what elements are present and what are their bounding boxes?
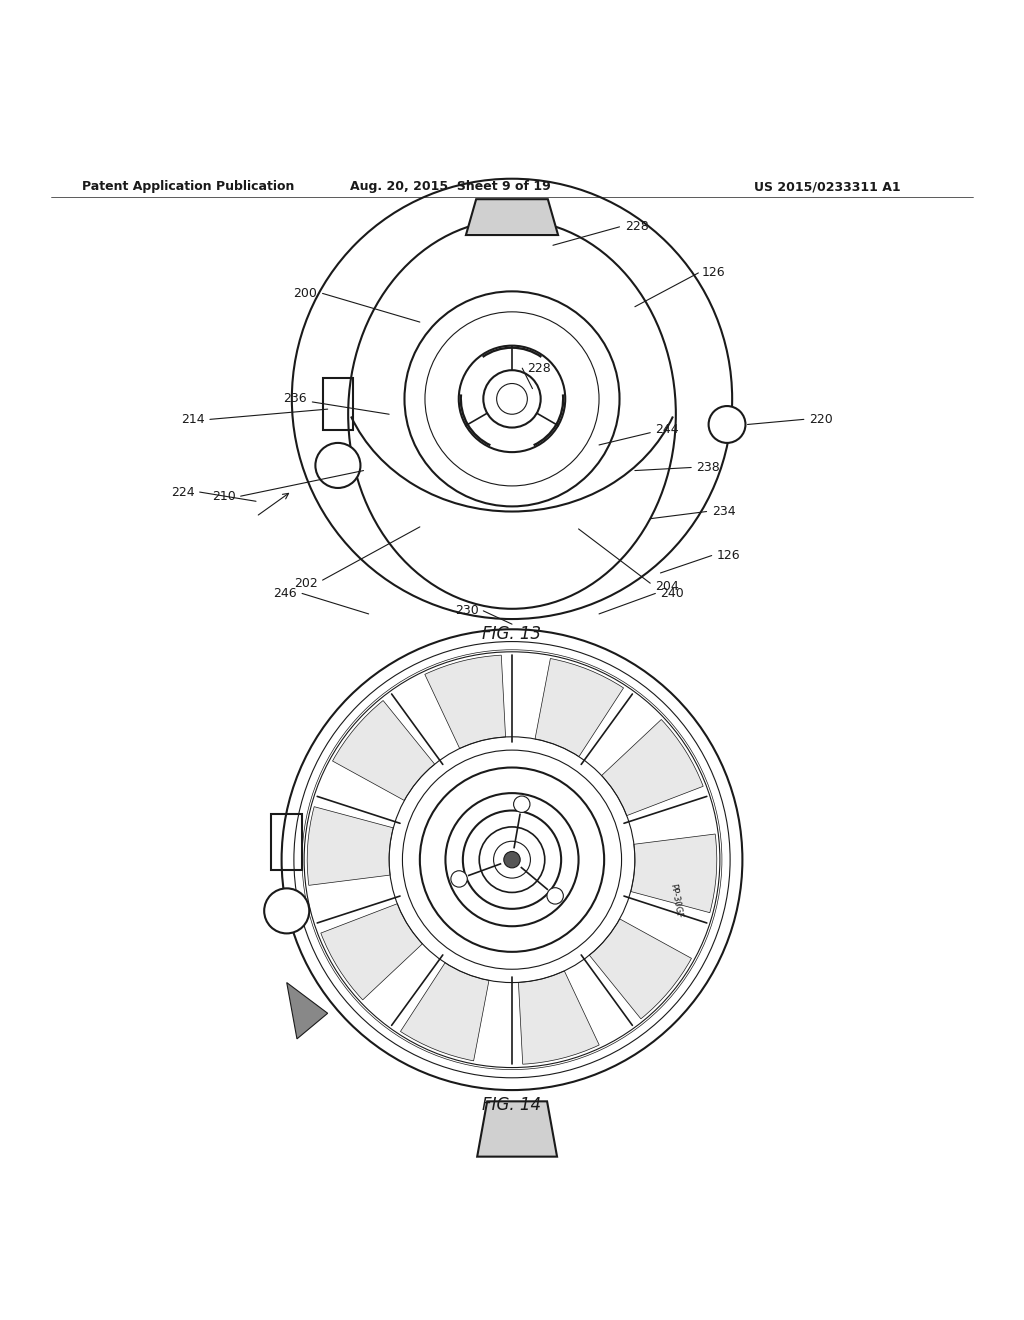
Polygon shape: [466, 199, 558, 235]
Text: 202: 202: [294, 577, 317, 590]
Wedge shape: [590, 919, 691, 1019]
Circle shape: [451, 871, 467, 887]
Text: US 2015/0233311 A1: US 2015/0233311 A1: [755, 181, 901, 194]
Text: 240: 240: [660, 587, 684, 599]
Text: 210: 210: [212, 490, 236, 503]
Text: FIG. 14: FIG. 14: [482, 1097, 542, 1114]
Text: 126: 126: [717, 549, 740, 562]
Circle shape: [709, 407, 745, 444]
Text: Patent Application Publication: Patent Application Publication: [82, 181, 294, 194]
Wedge shape: [321, 904, 423, 999]
Wedge shape: [631, 834, 717, 912]
Text: 228: 228: [527, 362, 551, 375]
Text: 126: 126: [701, 267, 725, 280]
Text: 228: 228: [625, 220, 648, 234]
Text: 230: 230: [456, 605, 479, 618]
Wedge shape: [333, 701, 434, 800]
Text: 234: 234: [712, 506, 735, 517]
Wedge shape: [518, 972, 599, 1064]
Text: 246: 246: [273, 587, 297, 599]
Polygon shape: [287, 982, 328, 1039]
Circle shape: [315, 444, 360, 488]
Text: 200: 200: [294, 286, 317, 300]
Text: FIG. 13: FIG. 13: [482, 626, 542, 643]
Wedge shape: [425, 655, 506, 748]
Text: PP-30GF: PP-30GF: [669, 883, 683, 919]
Wedge shape: [400, 962, 489, 1061]
Circle shape: [504, 851, 520, 867]
Circle shape: [547, 887, 563, 904]
Wedge shape: [535, 659, 624, 756]
Circle shape: [264, 888, 309, 933]
Wedge shape: [307, 807, 393, 886]
Text: 238: 238: [696, 461, 720, 474]
Text: 224: 224: [171, 486, 195, 499]
Text: 204: 204: [655, 579, 679, 593]
Text: Aug. 20, 2015  Sheet 9 of 19: Aug. 20, 2015 Sheet 9 of 19: [350, 181, 551, 194]
Circle shape: [514, 796, 530, 812]
Wedge shape: [601, 719, 703, 816]
Polygon shape: [477, 1101, 557, 1156]
Text: 236: 236: [284, 392, 307, 405]
Text: 220: 220: [809, 413, 833, 426]
Text: 244: 244: [655, 424, 679, 436]
Text: 214: 214: [181, 413, 205, 426]
